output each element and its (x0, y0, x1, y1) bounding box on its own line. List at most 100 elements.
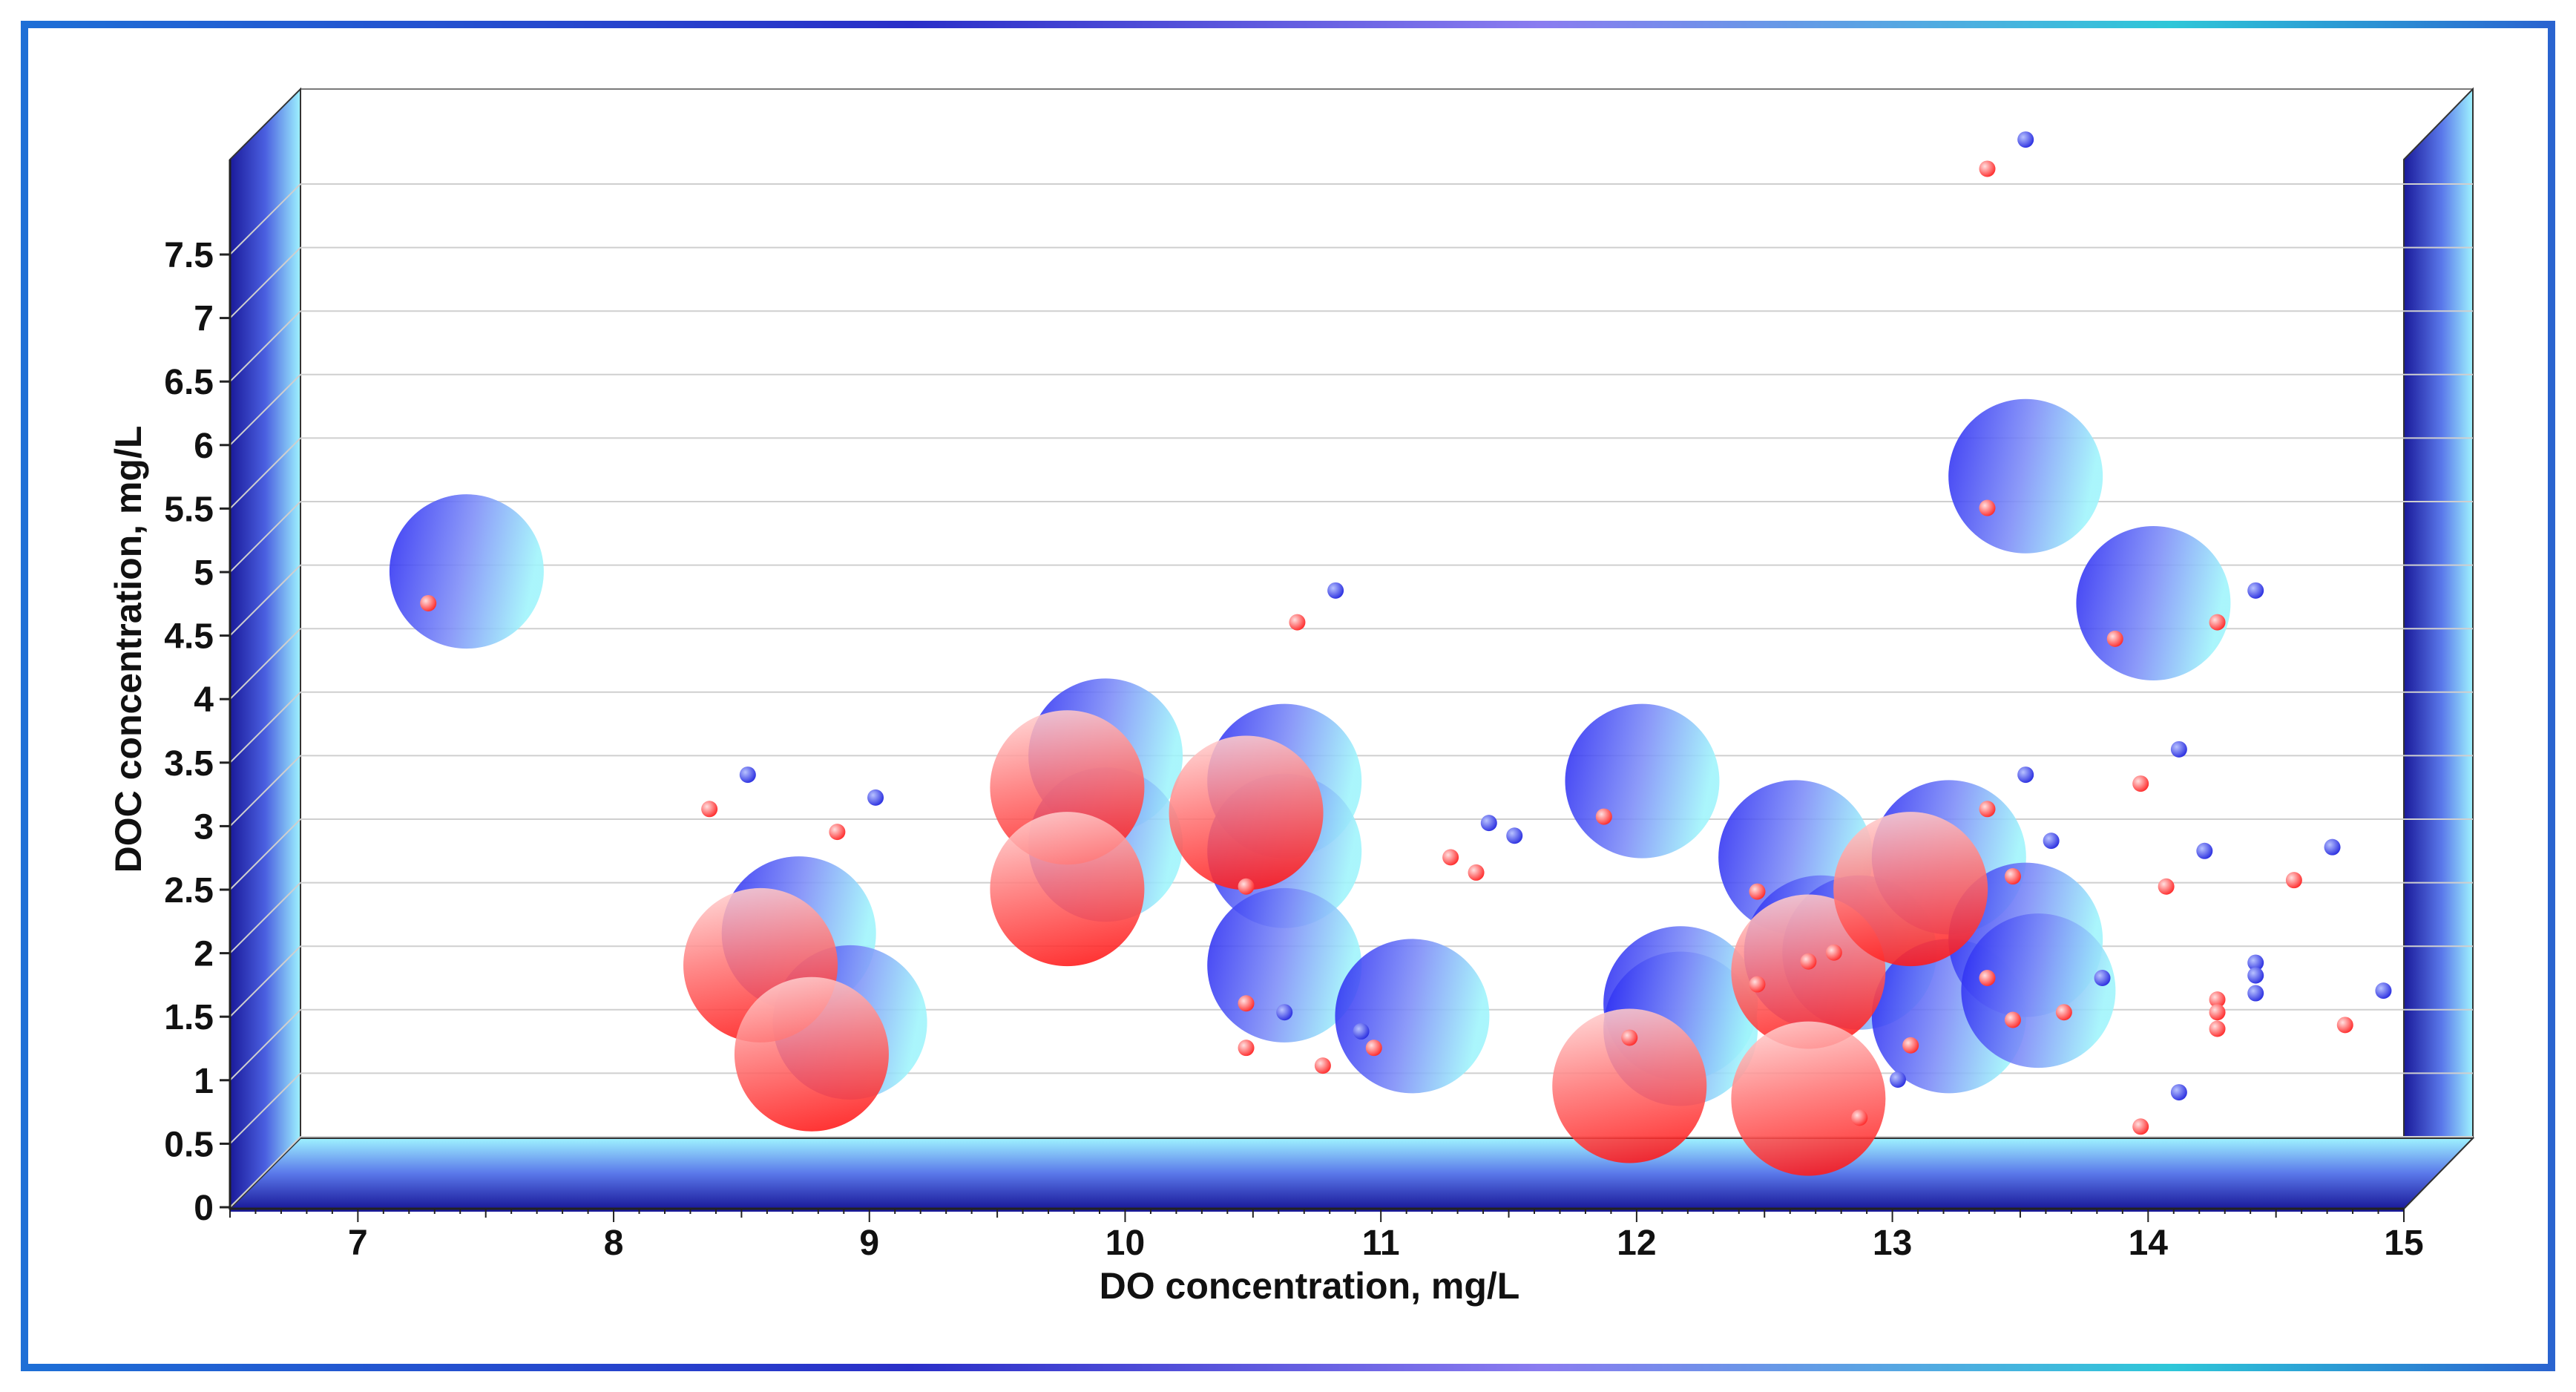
y-tick-label: 7 (194, 300, 214, 339)
red-points (1442, 849, 1459, 866)
gridline-y-side (229, 818, 301, 890)
y-axis-label: DOC concentration, mg/L (108, 426, 149, 873)
y-tick-label: 3 (194, 807, 214, 847)
red-points (2055, 1004, 2072, 1021)
red-points (1238, 995, 1255, 1012)
y-tick-label: 1.5 (164, 998, 214, 1037)
y-tick-label: 4.5 (164, 617, 214, 657)
red-bubble (1169, 735, 1324, 890)
y-tick-label: 2.5 (164, 871, 214, 910)
gridline-y-side (229, 501, 301, 573)
blue-points (2247, 582, 2264, 599)
red-points (2004, 868, 2021, 885)
x-axis-label: DO concentration, mg/L (1100, 1265, 1520, 1307)
x-tick-label: 15 (2384, 1224, 2423, 1263)
red-points (2106, 630, 2123, 647)
blue-points (2094, 970, 2111, 986)
right-wall (2403, 87, 2474, 1211)
red-bubble (1731, 1021, 1886, 1176)
red-points (2158, 878, 2175, 895)
y-tick-label: 5 (194, 554, 214, 593)
gridline-y-side (229, 755, 301, 827)
gridline-y-side (229, 628, 301, 700)
red-points (701, 801, 718, 818)
red-points (1238, 878, 1255, 895)
blue-bubble (1961, 913, 2116, 1068)
red-points (1825, 944, 1842, 961)
gridline-y-side (229, 882, 301, 954)
gridline-y-side (229, 692, 301, 764)
x-tick-label: 8 (604, 1224, 624, 1263)
point-layer (420, 131, 2392, 1135)
red-points (2132, 775, 2149, 792)
y-tick-label: 3.5 (164, 744, 214, 784)
blue-points (739, 766, 756, 784)
red-points (1800, 953, 1817, 970)
red-points (2209, 1004, 2226, 1021)
red-points (1902, 1037, 1919, 1054)
red-points (1979, 160, 1996, 177)
y-tick-label: 6 (194, 427, 214, 466)
blue-points (2170, 1084, 2187, 1101)
red-points (2132, 1118, 2149, 1135)
x-tick-label: 7 (348, 1224, 368, 1263)
left-wall (229, 87, 301, 1211)
gridline-y-side (229, 183, 301, 255)
red-bubble (990, 812, 1145, 967)
red-points (1289, 614, 1306, 631)
red-bubble (1731, 894, 1886, 1049)
red-bubble (734, 976, 889, 1132)
x-tick-label: 13 (1873, 1224, 1912, 1263)
blue-points (1480, 815, 1497, 832)
red-points (2285, 872, 2302, 889)
red-points (420, 594, 437, 611)
red-points (1365, 1040, 1382, 1057)
red-points (1749, 883, 1766, 900)
floor-ledge (228, 1137, 2475, 1209)
y-tick-label: 0 (194, 1189, 214, 1228)
blue-points (1506, 827, 1523, 844)
blue-points (2017, 766, 2034, 784)
red-points (1468, 864, 1485, 881)
blue-points (1276, 1004, 1293, 1021)
blue-points (2375, 982, 2392, 999)
red-points (1979, 970, 1996, 986)
bubble-layer (389, 398, 2231, 1176)
y-tick-label: 4 (194, 680, 214, 720)
y-tick-label: 1 (194, 1062, 214, 1101)
red-points (2336, 1017, 2353, 1034)
red-points (1314, 1057, 1331, 1074)
gridline-y-side (229, 1136, 301, 1208)
blue-points (2196, 842, 2213, 859)
blue-points (867, 789, 884, 806)
red-bubble (1552, 1008, 1707, 1163)
blue-points (2247, 967, 2264, 984)
blue-points (1889, 1071, 1906, 1088)
x-tick-label: 9 (859, 1224, 879, 1263)
red-points (1595, 808, 1612, 825)
blue-bubble (1565, 703, 1720, 858)
gridline-y-side (229, 310, 301, 382)
red-points (1749, 976, 1766, 993)
y-tick-label: 2 (194, 935, 214, 974)
red-points (1979, 499, 1996, 516)
blue-bubble (2076, 525, 2231, 680)
red-points (1621, 1029, 1638, 1046)
red-points (1238, 1040, 1255, 1057)
red-points (2209, 614, 2226, 631)
red-points (1851, 1109, 1868, 1126)
red-bubble (1833, 812, 1988, 967)
blue-points (2043, 833, 2060, 850)
y-tick-label: 7.5 (164, 236, 214, 275)
blue-points (2247, 985, 2264, 1002)
x-tick-label: 11 (1362, 1224, 1400, 1263)
red-points (2209, 1020, 2226, 1037)
y-tick-label: 0.5 (164, 1125, 214, 1164)
gridline-y-side (229, 374, 301, 446)
red-points (2209, 991, 2226, 1008)
blue-points (1327, 582, 1344, 599)
gridline-y-side (229, 1072, 301, 1145)
blue-points (2247, 954, 2264, 971)
blue-points (1353, 1022, 1370, 1040)
axes: 0 0.5 1 1.5 2 2.5 3 3.5 4 4.5 5 5.5 6 6.5 7 7.5 7 8 9 10 11 1… (164, 160, 2424, 1263)
